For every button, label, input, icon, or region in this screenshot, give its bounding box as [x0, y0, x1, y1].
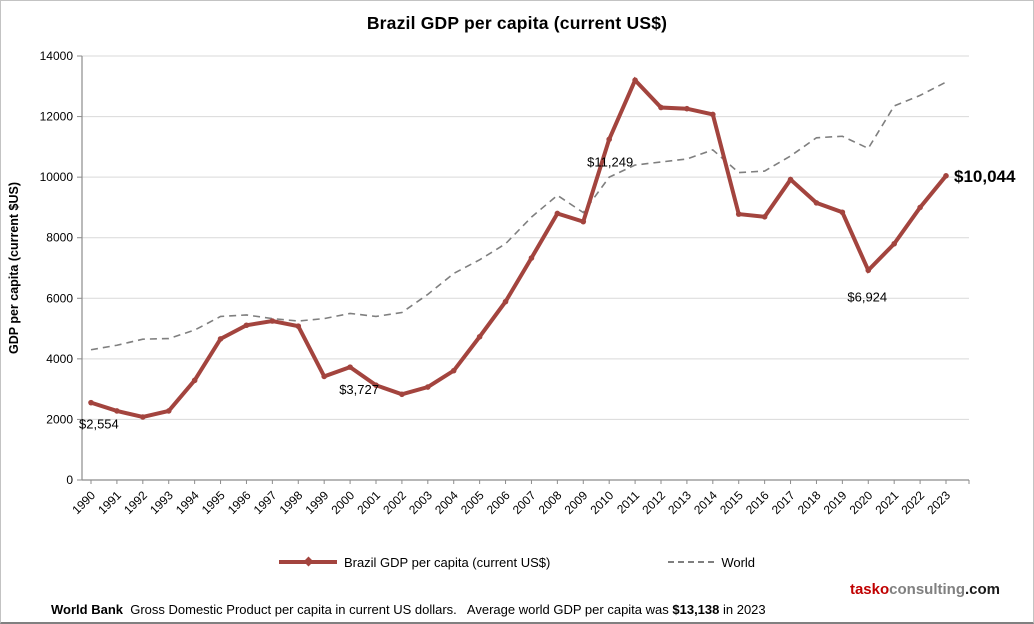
svg-text:2022: 2022 — [898, 488, 927, 517]
axes: 0 2000 4000 6000 8000 10000 12000 14000 19901991… — [7, 49, 970, 517]
legend-item-world: World — [668, 555, 755, 570]
data-labels: $2,554 $3,727 $11,249 $6,924 $10,044 — [79, 154, 1016, 431]
svg-text:2003: 2003 — [406, 488, 435, 517]
svg-text:2020: 2020 — [847, 488, 876, 517]
svg-text:1997: 1997 — [251, 488, 280, 517]
svg-text:$11,249: $11,249 — [587, 154, 633, 169]
svg-text:1995: 1995 — [199, 488, 228, 517]
series-brazil — [88, 76, 949, 420]
svg-text:2000: 2000 — [46, 412, 73, 426]
svg-text:2009: 2009 — [562, 488, 591, 517]
svg-text:12000: 12000 — [40, 110, 74, 124]
legend: Brazil GDP per capita (current US$) Worl… — [1, 544, 1033, 580]
svg-text:2002: 2002 — [380, 488, 409, 517]
svg-text:4000: 4000 — [46, 352, 73, 366]
svg-text:2005: 2005 — [458, 488, 487, 517]
svg-text:1992: 1992 — [121, 488, 150, 517]
tasko-consulting-logo: taskoconsulting.com — [850, 581, 1000, 598]
logo-tasko: tasko — [849, 581, 890, 598]
svg-text:2018: 2018 — [795, 488, 824, 517]
series-world — [90, 81, 947, 351]
source-desc: Gross Domestic Product per capita in cur… — [123, 602, 673, 617]
svg-text:2007: 2007 — [510, 488, 539, 517]
svg-text:2006: 2006 — [484, 488, 513, 517]
svg-text:10000: 10000 — [40, 170, 74, 184]
legend-label-world: World — [721, 554, 756, 570]
svg-text:2017: 2017 — [769, 488, 798, 517]
svg-text:2012: 2012 — [639, 488, 668, 517]
svg-text:$6,924: $6,924 — [847, 289, 887, 304]
svg-text:2010: 2010 — [588, 488, 617, 517]
svg-text:GDP per capita (current $US): GDP per capita (current $US) — [7, 182, 21, 354]
svg-text:2004: 2004 — [432, 488, 461, 517]
world-avg-value: $13,138 — [672, 602, 720, 617]
source-note: World Bank Gross Domestic Product per ca… — [51, 602, 766, 617]
brazil-line-swatch — [278, 556, 337, 567]
svg-text:1996: 1996 — [225, 488, 254, 517]
svg-text:1993: 1993 — [147, 488, 176, 517]
svg-text:2019: 2019 — [821, 488, 850, 517]
svg-text:2013: 2013 — [665, 488, 694, 517]
svg-text:1991: 1991 — [95, 488, 124, 517]
svg-text:2021: 2021 — [873, 488, 902, 517]
svg-text:2008: 2008 — [536, 488, 565, 517]
legend-label-brazil: Brazil GDP per capita (current US$) — [343, 554, 551, 570]
svg-text:2000: 2000 — [328, 488, 357, 517]
svg-text:6000: 6000 — [46, 291, 73, 305]
logo-dotcom: .com — [964, 581, 1000, 598]
svg-text:2016: 2016 — [743, 488, 772, 517]
source-suffix: in 2023 — [719, 602, 766, 617]
source-name: World Bank — [51, 602, 123, 617]
svg-text:1998: 1998 — [277, 488, 306, 517]
world-dashed-swatch — [668, 561, 715, 563]
svg-text:8000: 8000 — [46, 231, 73, 245]
svg-text:1994: 1994 — [173, 488, 202, 517]
brazil-marker-icon — [303, 556, 314, 567]
svg-text:1999: 1999 — [303, 488, 332, 517]
svg-text:2015: 2015 — [717, 488, 746, 517]
logo-consulting: consulting — [889, 581, 965, 598]
svg-text:$10,044: $10,044 — [954, 167, 1016, 186]
svg-text:2001: 2001 — [354, 488, 383, 517]
gdp-line-chart: 0 2000 4000 6000 8000 10000 12000 14000 19901991… — [7, 49, 1016, 517]
svg-text:2011: 2011 — [614, 488, 642, 516]
svg-text:2014: 2014 — [691, 488, 720, 517]
gridlines — [82, 55, 969, 420]
svg-text:0: 0 — [66, 473, 73, 487]
legend-item-brazil: Brazil GDP per capita (current US$) — [278, 554, 551, 570]
footer-area: taskoconsulting.com World Bank Gross Dom… — [1, 580, 1033, 622]
svg-text:14000: 14000 — [40, 49, 74, 63]
svg-text:$2,554: $2,554 — [79, 417, 119, 432]
chart-title: Brazil GDP per capita (current US$) — [366, 13, 668, 33]
svg-text:2023: 2023 — [924, 488, 953, 517]
svg-text:1990: 1990 — [69, 488, 98, 517]
svg-text:$3,727: $3,727 — [339, 382, 379, 397]
